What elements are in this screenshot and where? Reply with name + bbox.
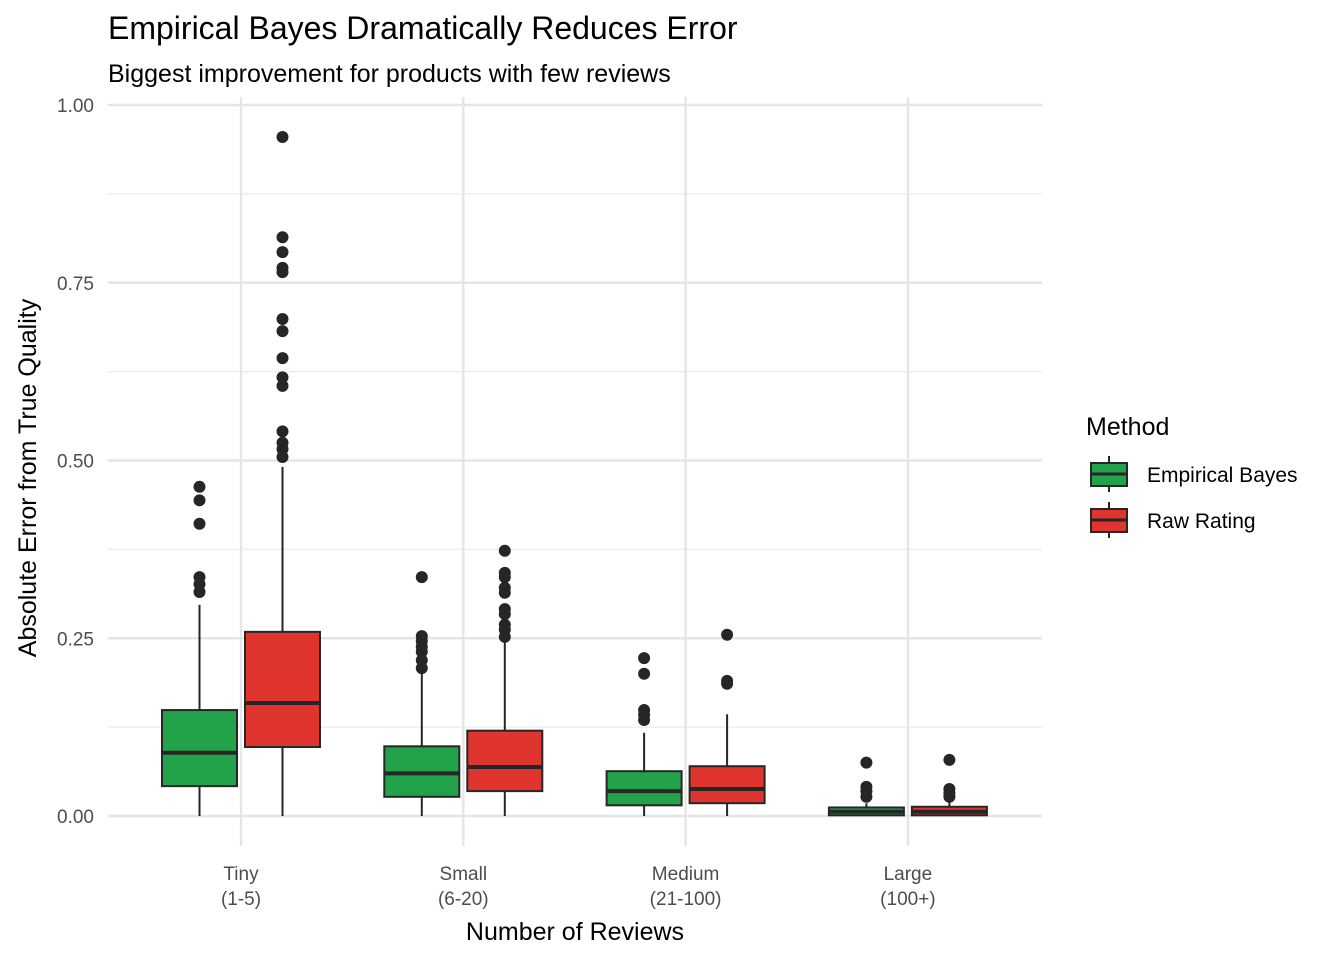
box [688, 765, 766, 805]
outlier-point [276, 450, 289, 463]
outlier-point [193, 586, 206, 599]
legend-item: Empirical Bayes [1090, 456, 1298, 492]
chart-title: Empirical Bayes Dramatically Reduces Err… [108, 10, 738, 46]
x-tick-label: Large [884, 864, 933, 885]
outlier-point [276, 425, 289, 438]
outlier-point [638, 667, 651, 680]
x-tick-label: Medium [652, 864, 720, 885]
outlier-point [276, 379, 289, 392]
outlier-point [276, 325, 289, 338]
box [244, 630, 321, 749]
outlier-point [276, 231, 289, 244]
y-tick-label: 1.00 [57, 96, 94, 117]
legend-item: Raw Rating [1090, 502, 1256, 538]
outlier-point [943, 790, 956, 803]
outlier-point [498, 571, 511, 584]
y-axis-label: Absolute Error from True Quality [14, 298, 42, 657]
y-tick-label: 0.50 [57, 452, 94, 473]
outlier-point [721, 628, 734, 641]
outlier-point [415, 571, 428, 584]
outlier-point [193, 480, 206, 493]
outlier-point [276, 130, 289, 143]
x-tick-label: (6-20) [438, 889, 489, 910]
x-tick-label: Tiny [223, 864, 259, 885]
outlier-point [276, 371, 289, 384]
y-tick-label: 0.75 [57, 274, 94, 295]
outlier-point [276, 313, 289, 326]
box [466, 729, 544, 793]
x-tick-label: Small [440, 864, 488, 885]
legend-title: Method [1086, 413, 1169, 441]
outlier-point [276, 246, 289, 259]
outlier-point [860, 756, 873, 769]
outlier-point [638, 652, 651, 665]
outlier-point [498, 630, 511, 643]
y-tick-label: 0.00 [57, 807, 94, 828]
outlier-point [276, 352, 289, 365]
x-tick-label: (21-100) [650, 889, 722, 910]
box [161, 709, 238, 788]
outlier-point [415, 662, 428, 675]
y-tick-label: 0.25 [57, 629, 94, 650]
outlier-point [193, 494, 206, 507]
outlier-point [498, 586, 511, 599]
outlier-point [193, 517, 206, 530]
x-axis-label: Number of Reviews [466, 918, 684, 946]
x-tick-label: (1-5) [221, 889, 261, 910]
outlier-point [721, 677, 734, 690]
outlier-point [276, 266, 289, 279]
x-tick-label: (100+) [880, 889, 935, 910]
outlier-point [498, 608, 511, 621]
outlier-point [638, 714, 651, 727]
chart-subtitle: Biggest improvement for products with fe… [108, 60, 671, 88]
outlier-point [415, 645, 428, 658]
box [605, 770, 683, 807]
box-marks [161, 130, 988, 817]
axes: 0.00 0.25 0.50 0.75 1.00 Tiny (1-5) Small (6-20)… [57, 96, 936, 910]
legend-label: Raw Rating [1147, 510, 1256, 533]
legend: Method Empirical Bayes Raw Rating [1086, 413, 1298, 538]
outlier-point [943, 753, 956, 766]
legend-label: Empirical Bayes [1147, 464, 1298, 487]
outlier-point [498, 544, 511, 557]
outlier-point [860, 790, 873, 803]
